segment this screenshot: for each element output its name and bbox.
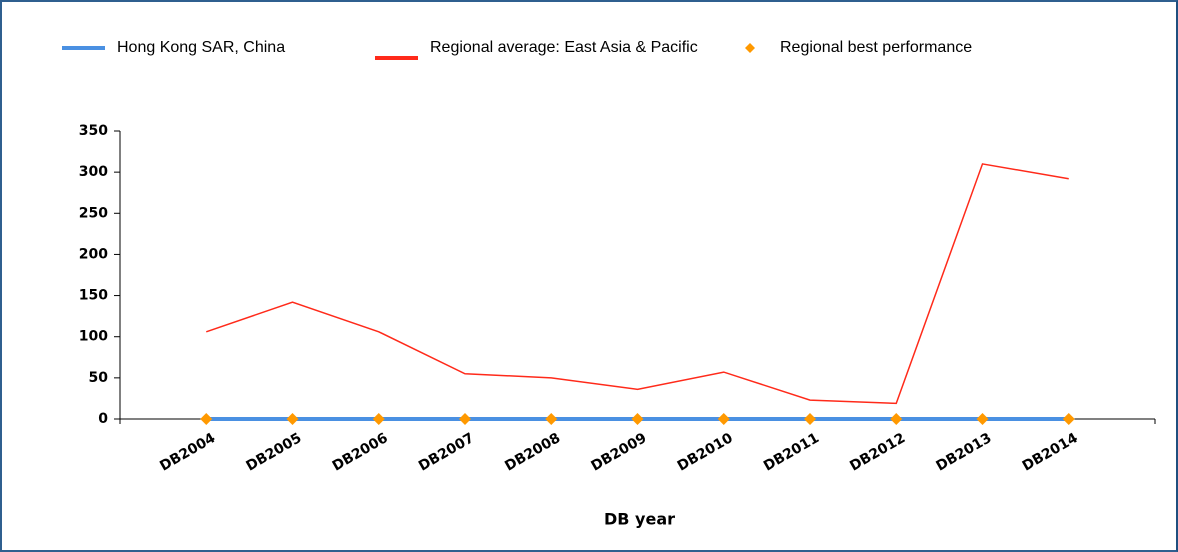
x-tick-label: DB2006 — [330, 430, 391, 474]
marker — [459, 413, 471, 425]
x-tick-label: DB2010 — [675, 430, 736, 475]
marker — [372, 413, 385, 425]
marker — [200, 413, 213, 425]
x-tick-label: DB2005 — [243, 430, 304, 474]
y-tick-label: 0 — [98, 411, 108, 427]
marker — [631, 413, 644, 425]
x-tick-label: DB2008 — [502, 430, 563, 474]
marker — [1062, 413, 1075, 425]
legend-label: Regional best performance — [780, 39, 973, 56]
marker — [286, 413, 299, 425]
marker — [890, 413, 903, 425]
y-tick-label: 100 — [79, 329, 108, 345]
legend-label: Regional average: East Asia & Pacific — [430, 39, 698, 56]
y-tick-label: 50 — [89, 370, 109, 386]
marker — [717, 413, 730, 425]
y-tick-label: 250 — [79, 205, 108, 221]
x-axis-title: DB year — [604, 510, 675, 529]
legend-swatch — [745, 43, 755, 53]
y-tick-label: 200 — [79, 246, 108, 262]
series-line — [206, 163, 1069, 405]
x-tick-label: DB2013 — [933, 430, 994, 474]
x-tick-label: DB2004 — [157, 430, 218, 475]
x-tick-label: DB2009 — [588, 430, 649, 474]
marker — [804, 413, 816, 425]
legend-label: Hong Kong SAR, China — [117, 39, 286, 56]
y-tick-label: 350 — [79, 123, 108, 139]
x-tick-label: DB2012 — [847, 430, 908, 474]
x-tick-label: DB2007 — [416, 430, 477, 474]
x-tick-label: DB2011 — [761, 430, 822, 474]
x-tick-label: DB2014 — [1020, 430, 1081, 475]
y-tick-label: 150 — [79, 288, 108, 304]
y-tick-label: 300 — [79, 164, 108, 180]
marker — [976, 413, 989, 425]
marker — [545, 413, 558, 425]
